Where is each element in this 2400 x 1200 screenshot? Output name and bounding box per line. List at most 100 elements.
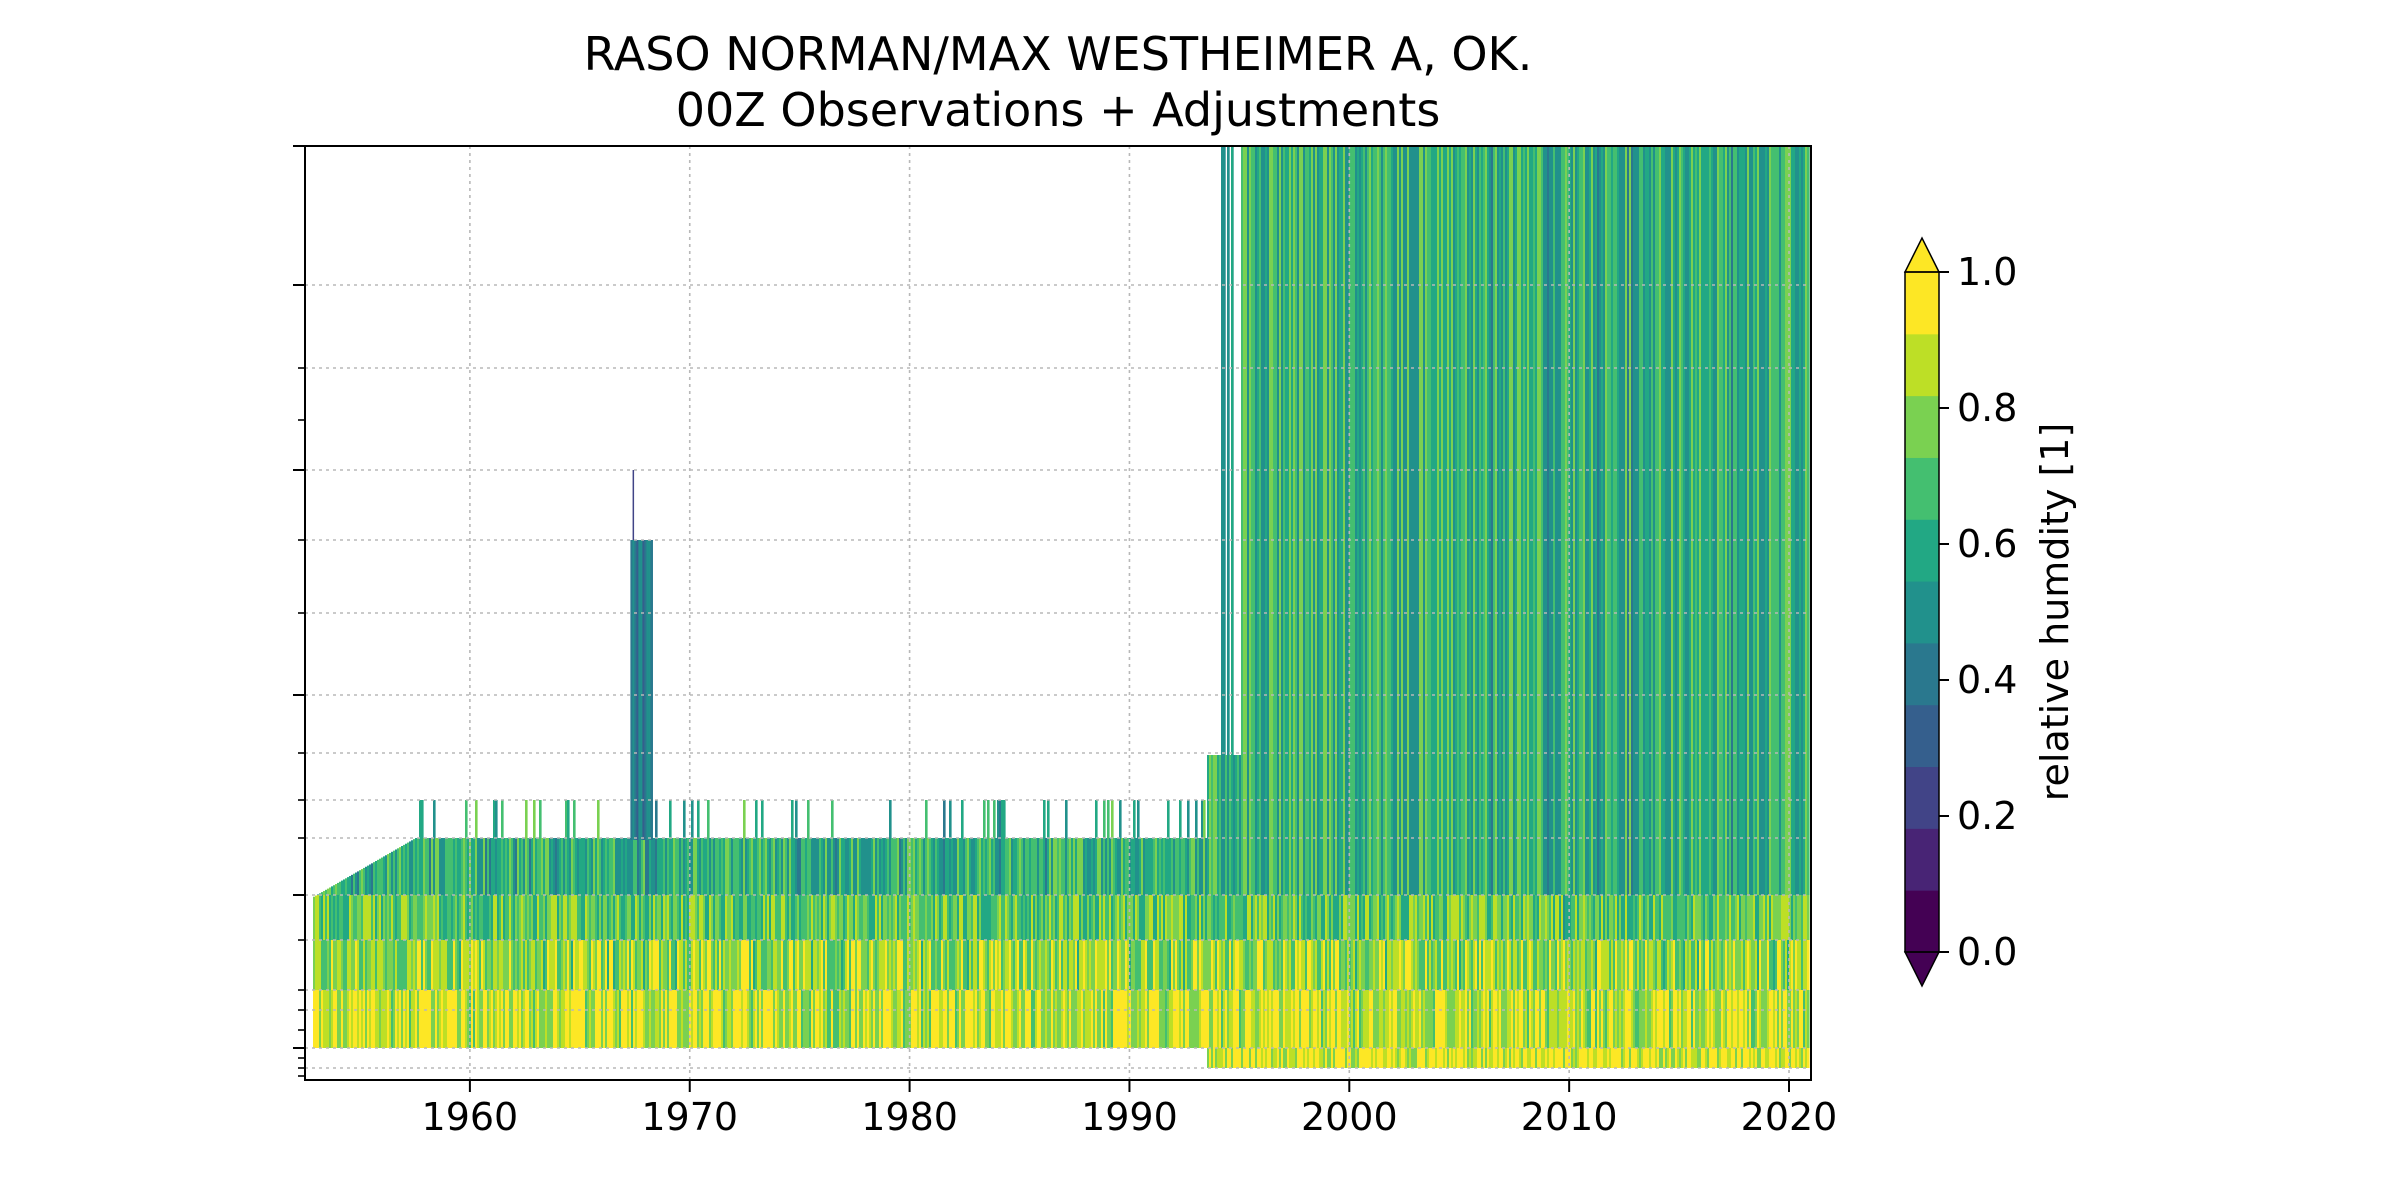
heatmap-cell — [1593, 940, 1596, 990]
heatmap-cell — [1293, 940, 1296, 990]
heatmap-cell — [975, 990, 978, 1048]
heatmap-column — [473, 838, 476, 1048]
heatmap-cell — [1041, 940, 1044, 990]
heatmap-column — [1525, 146, 1528, 1068]
heatmap-cell — [1605, 146, 1608, 895]
heatmap-column — [1471, 146, 1474, 1068]
heatmap-cell — [1401, 895, 1404, 940]
heatmap-column — [1329, 146, 1332, 1068]
heatmap-column — [1693, 146, 1696, 1068]
heatmap-cell — [1027, 895, 1030, 940]
heatmap-cell — [1151, 895, 1154, 940]
heatmap-cell — [1673, 940, 1676, 990]
heatmap-column — [907, 838, 910, 1048]
heatmap-cell — [1257, 990, 1260, 1048]
heatmap-cell — [1339, 1048, 1342, 1068]
heatmap-cell — [629, 838, 632, 895]
heatmap-cell — [1197, 838, 1200, 895]
heatmap-cell — [1599, 146, 1602, 895]
heatmap-cell — [1711, 146, 1714, 895]
heatmap-cell — [451, 895, 454, 940]
heatmap-cell — [761, 895, 764, 940]
heatmap-column — [1089, 838, 1092, 1048]
heatmap-cell — [1319, 895, 1322, 940]
heatmap-cell — [1473, 146, 1476, 895]
heatmap-cell — [1689, 990, 1692, 1048]
heatmap-cell — [1579, 895, 1582, 940]
heatmap-column — [1345, 146, 1348, 1068]
heatmap-column — [1041, 838, 1044, 1048]
heatmap-cell — [1189, 990, 1192, 1048]
heatmap-cell — [1315, 146, 1318, 895]
heatmap-column — [1123, 838, 1126, 1048]
heatmap-cell — [1599, 1048, 1602, 1068]
heatmap-cell — [1135, 838, 1138, 895]
heatmap-cell — [1523, 146, 1526, 895]
heatmap-cell — [359, 895, 362, 940]
heatmap-cell — [617, 940, 620, 990]
heatmap-cell — [521, 990, 524, 1048]
heatmap-cell — [1709, 1048, 1712, 1068]
heatmap-cell — [1511, 990, 1514, 1048]
heatmap-cell — [1537, 990, 1540, 1048]
heatmap-cell — [577, 940, 580, 990]
heatmap-cell — [1099, 940, 1102, 990]
heatmap-column — [1177, 838, 1180, 1048]
heatmap-cell — [1753, 1048, 1756, 1068]
heatmap-column — [1069, 838, 1072, 1048]
heatmap-cell — [345, 878, 348, 895]
heatmap-cell — [1453, 940, 1456, 990]
heatmap-cell — [1019, 895, 1022, 940]
heatmap-cell — [733, 838, 736, 895]
heatmap-cell — [1083, 990, 1086, 1048]
heatmap-cell — [685, 990, 688, 1048]
heatmap-cell — [1529, 990, 1532, 1048]
heatmap-cell — [559, 838, 562, 895]
heatmap-cell — [1531, 895, 1534, 940]
heatmap-cell — [1259, 940, 1262, 990]
heatmap-cell — [795, 940, 798, 990]
heatmap-cell — [357, 940, 360, 990]
heatmap-cell — [635, 940, 638, 990]
heatmap-cell — [1497, 146, 1500, 895]
heatmap-cell — [601, 838, 604, 895]
heatmap-cell — [387, 854, 390, 895]
heatmap-cell — [1719, 146, 1722, 895]
heatmap-column — [1273, 146, 1276, 1068]
heatmap-cell — [699, 895, 702, 940]
heatmap-cell — [1347, 1048, 1350, 1068]
heatmap-cell — [1325, 940, 1328, 990]
heatmap-cell — [681, 990, 684, 1048]
heatmap-cell — [1379, 1048, 1382, 1068]
heatmap-cell — [823, 895, 826, 940]
heatmap-column — [551, 838, 554, 1048]
heatmap-cell — [965, 895, 968, 940]
heatmap-cell — [507, 990, 510, 1048]
heatmap-column — [1111, 800, 1114, 1048]
heatmap-cell — [1469, 940, 1472, 990]
heatmap-cell — [769, 990, 772, 1048]
heatmap-column — [1049, 838, 1052, 1048]
heatmap-cell — [1747, 990, 1750, 1048]
heatmap-cell — [589, 990, 592, 1048]
heatmap-cell — [629, 940, 632, 990]
heatmap-cell — [641, 838, 644, 895]
heatmap-cell — [455, 895, 458, 940]
heatmap-cell — [1413, 990, 1416, 1048]
heatmap-column — [1231, 146, 1234, 1068]
heatmap-cell — [619, 838, 622, 895]
heatmap-cell — [1365, 990, 1368, 1048]
heatmap-cell — [773, 895, 776, 940]
heatmap-cell — [1237, 895, 1240, 940]
heatmap-cell — [853, 895, 856, 940]
heatmap-cell — [1057, 838, 1060, 895]
heatmap-cell — [1585, 895, 1588, 940]
heatmap-cell — [1255, 990, 1258, 1048]
heatmap-cell — [1571, 146, 1574, 895]
heatmap-cell — [333, 895, 336, 940]
heatmap-cell — [615, 990, 618, 1048]
heatmap-cell — [1575, 940, 1578, 990]
heatmap-cell — [1643, 895, 1646, 940]
heatmap-cell — [1423, 990, 1426, 1048]
heatmap-cell — [861, 990, 864, 1048]
